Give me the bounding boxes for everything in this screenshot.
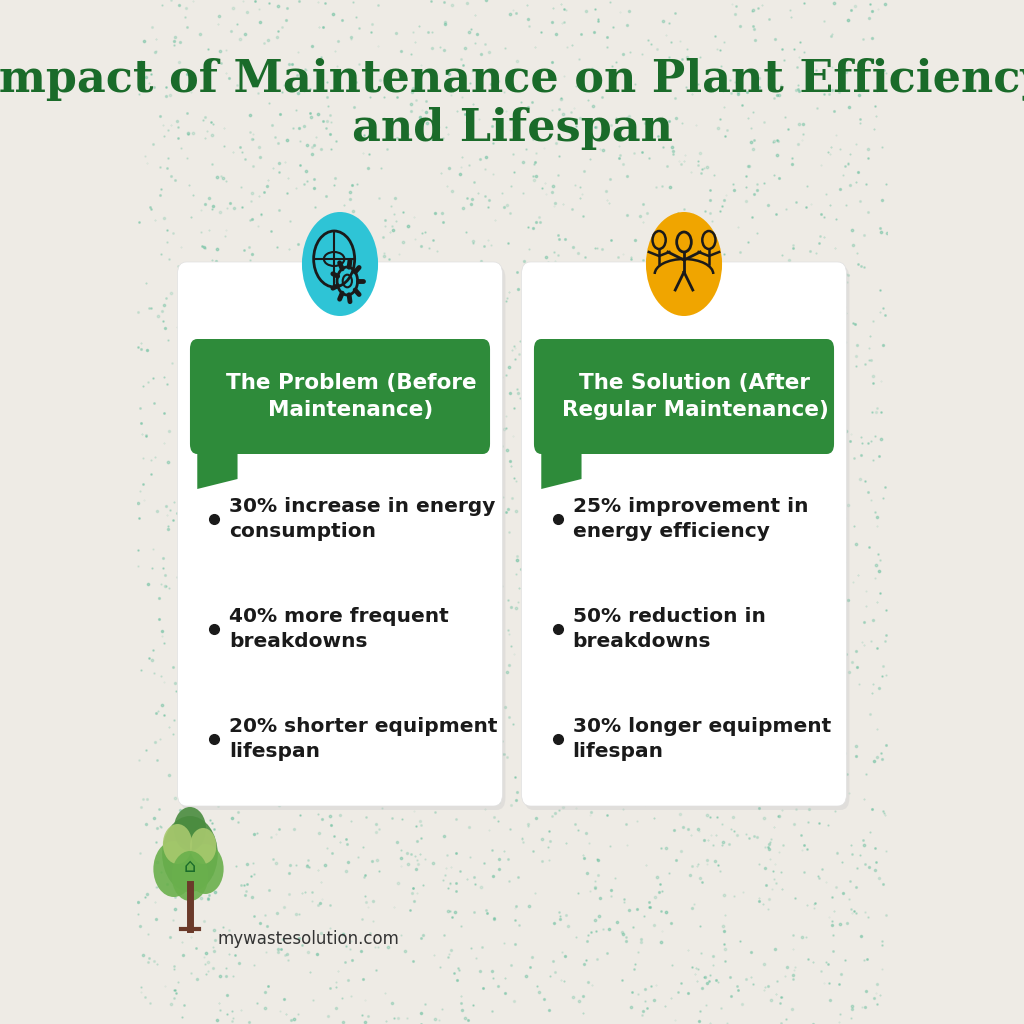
Text: Impact of Maintenance on Plant Efficiency: Impact of Maintenance on Plant Efficienc… bbox=[0, 57, 1024, 100]
FancyBboxPatch shape bbox=[177, 262, 503, 806]
Polygon shape bbox=[542, 444, 582, 489]
Circle shape bbox=[162, 816, 218, 892]
Circle shape bbox=[174, 807, 206, 851]
FancyBboxPatch shape bbox=[534, 339, 834, 454]
Text: 20% shorter equipment
lifespan: 20% shorter equipment lifespan bbox=[228, 718, 498, 761]
Text: The Solution (After
Regular Maintenance): The Solution (After Regular Maintenance) bbox=[561, 374, 828, 420]
Text: mywastesolution.com: mywastesolution.com bbox=[218, 930, 399, 948]
FancyBboxPatch shape bbox=[180, 266, 506, 810]
Polygon shape bbox=[198, 444, 238, 489]
Text: 50% reduction in
breakdowns: 50% reduction in breakdowns bbox=[572, 607, 766, 650]
Circle shape bbox=[163, 824, 193, 864]
FancyBboxPatch shape bbox=[524, 266, 850, 810]
Text: 40% more frequent
breakdowns: 40% more frequent breakdowns bbox=[228, 607, 449, 650]
Text: ⌂: ⌂ bbox=[183, 856, 197, 876]
Circle shape bbox=[190, 828, 216, 864]
FancyBboxPatch shape bbox=[190, 339, 490, 454]
Text: The Problem (Before
Maintenance): The Problem (Before Maintenance) bbox=[225, 374, 476, 420]
Circle shape bbox=[154, 841, 195, 897]
FancyBboxPatch shape bbox=[521, 262, 847, 806]
Circle shape bbox=[172, 851, 208, 901]
Text: 25% improvement in
energy efficiency: 25% improvement in energy efficiency bbox=[572, 498, 808, 541]
Text: 30% longer equipment
lifespan: 30% longer equipment lifespan bbox=[572, 718, 831, 761]
Text: and Lifespan: and Lifespan bbox=[351, 108, 673, 151]
Circle shape bbox=[302, 212, 378, 316]
Circle shape bbox=[646, 212, 722, 316]
Text: 30% increase in energy
consumption: 30% increase in energy consumption bbox=[228, 498, 496, 541]
Circle shape bbox=[187, 844, 223, 894]
